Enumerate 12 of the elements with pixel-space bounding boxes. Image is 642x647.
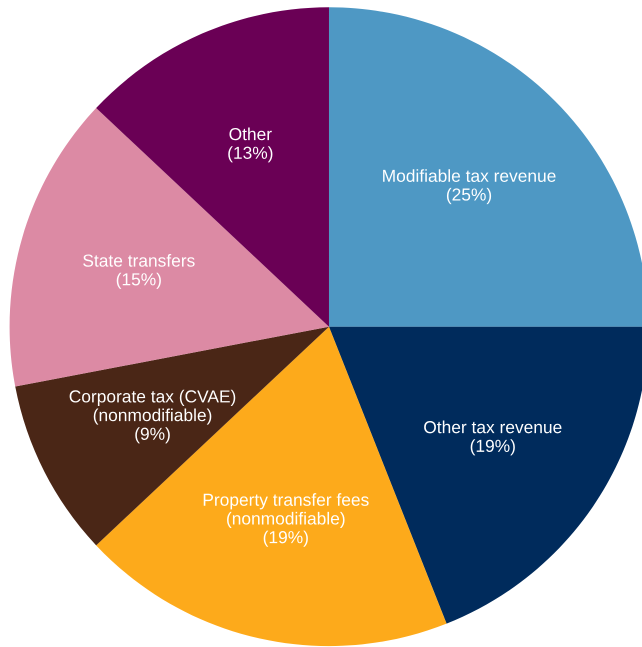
data-label: (13%)	[228, 146, 272, 162]
data-label: (15%)	[116, 272, 161, 289]
slice-label: Modifiable tax revenue	[383, 169, 556, 182]
slice-label: State transfers	[83, 254, 195, 267]
slice-label: Corporate tax (CVAE) (nonmodifiable)	[70, 390, 236, 425]
slice-label: Other tax revenue	[424, 420, 562, 434]
data-label: (19%)	[470, 439, 515, 456]
slice-label: Other	[229, 128, 272, 140]
data-label: (19%)	[264, 530, 308, 547]
data-label: (9%)	[135, 427, 170, 444]
slice-label: Property transfer fees (nonmodifiable)	[204, 493, 369, 528]
data-label: (25%)	[446, 188, 492, 204]
